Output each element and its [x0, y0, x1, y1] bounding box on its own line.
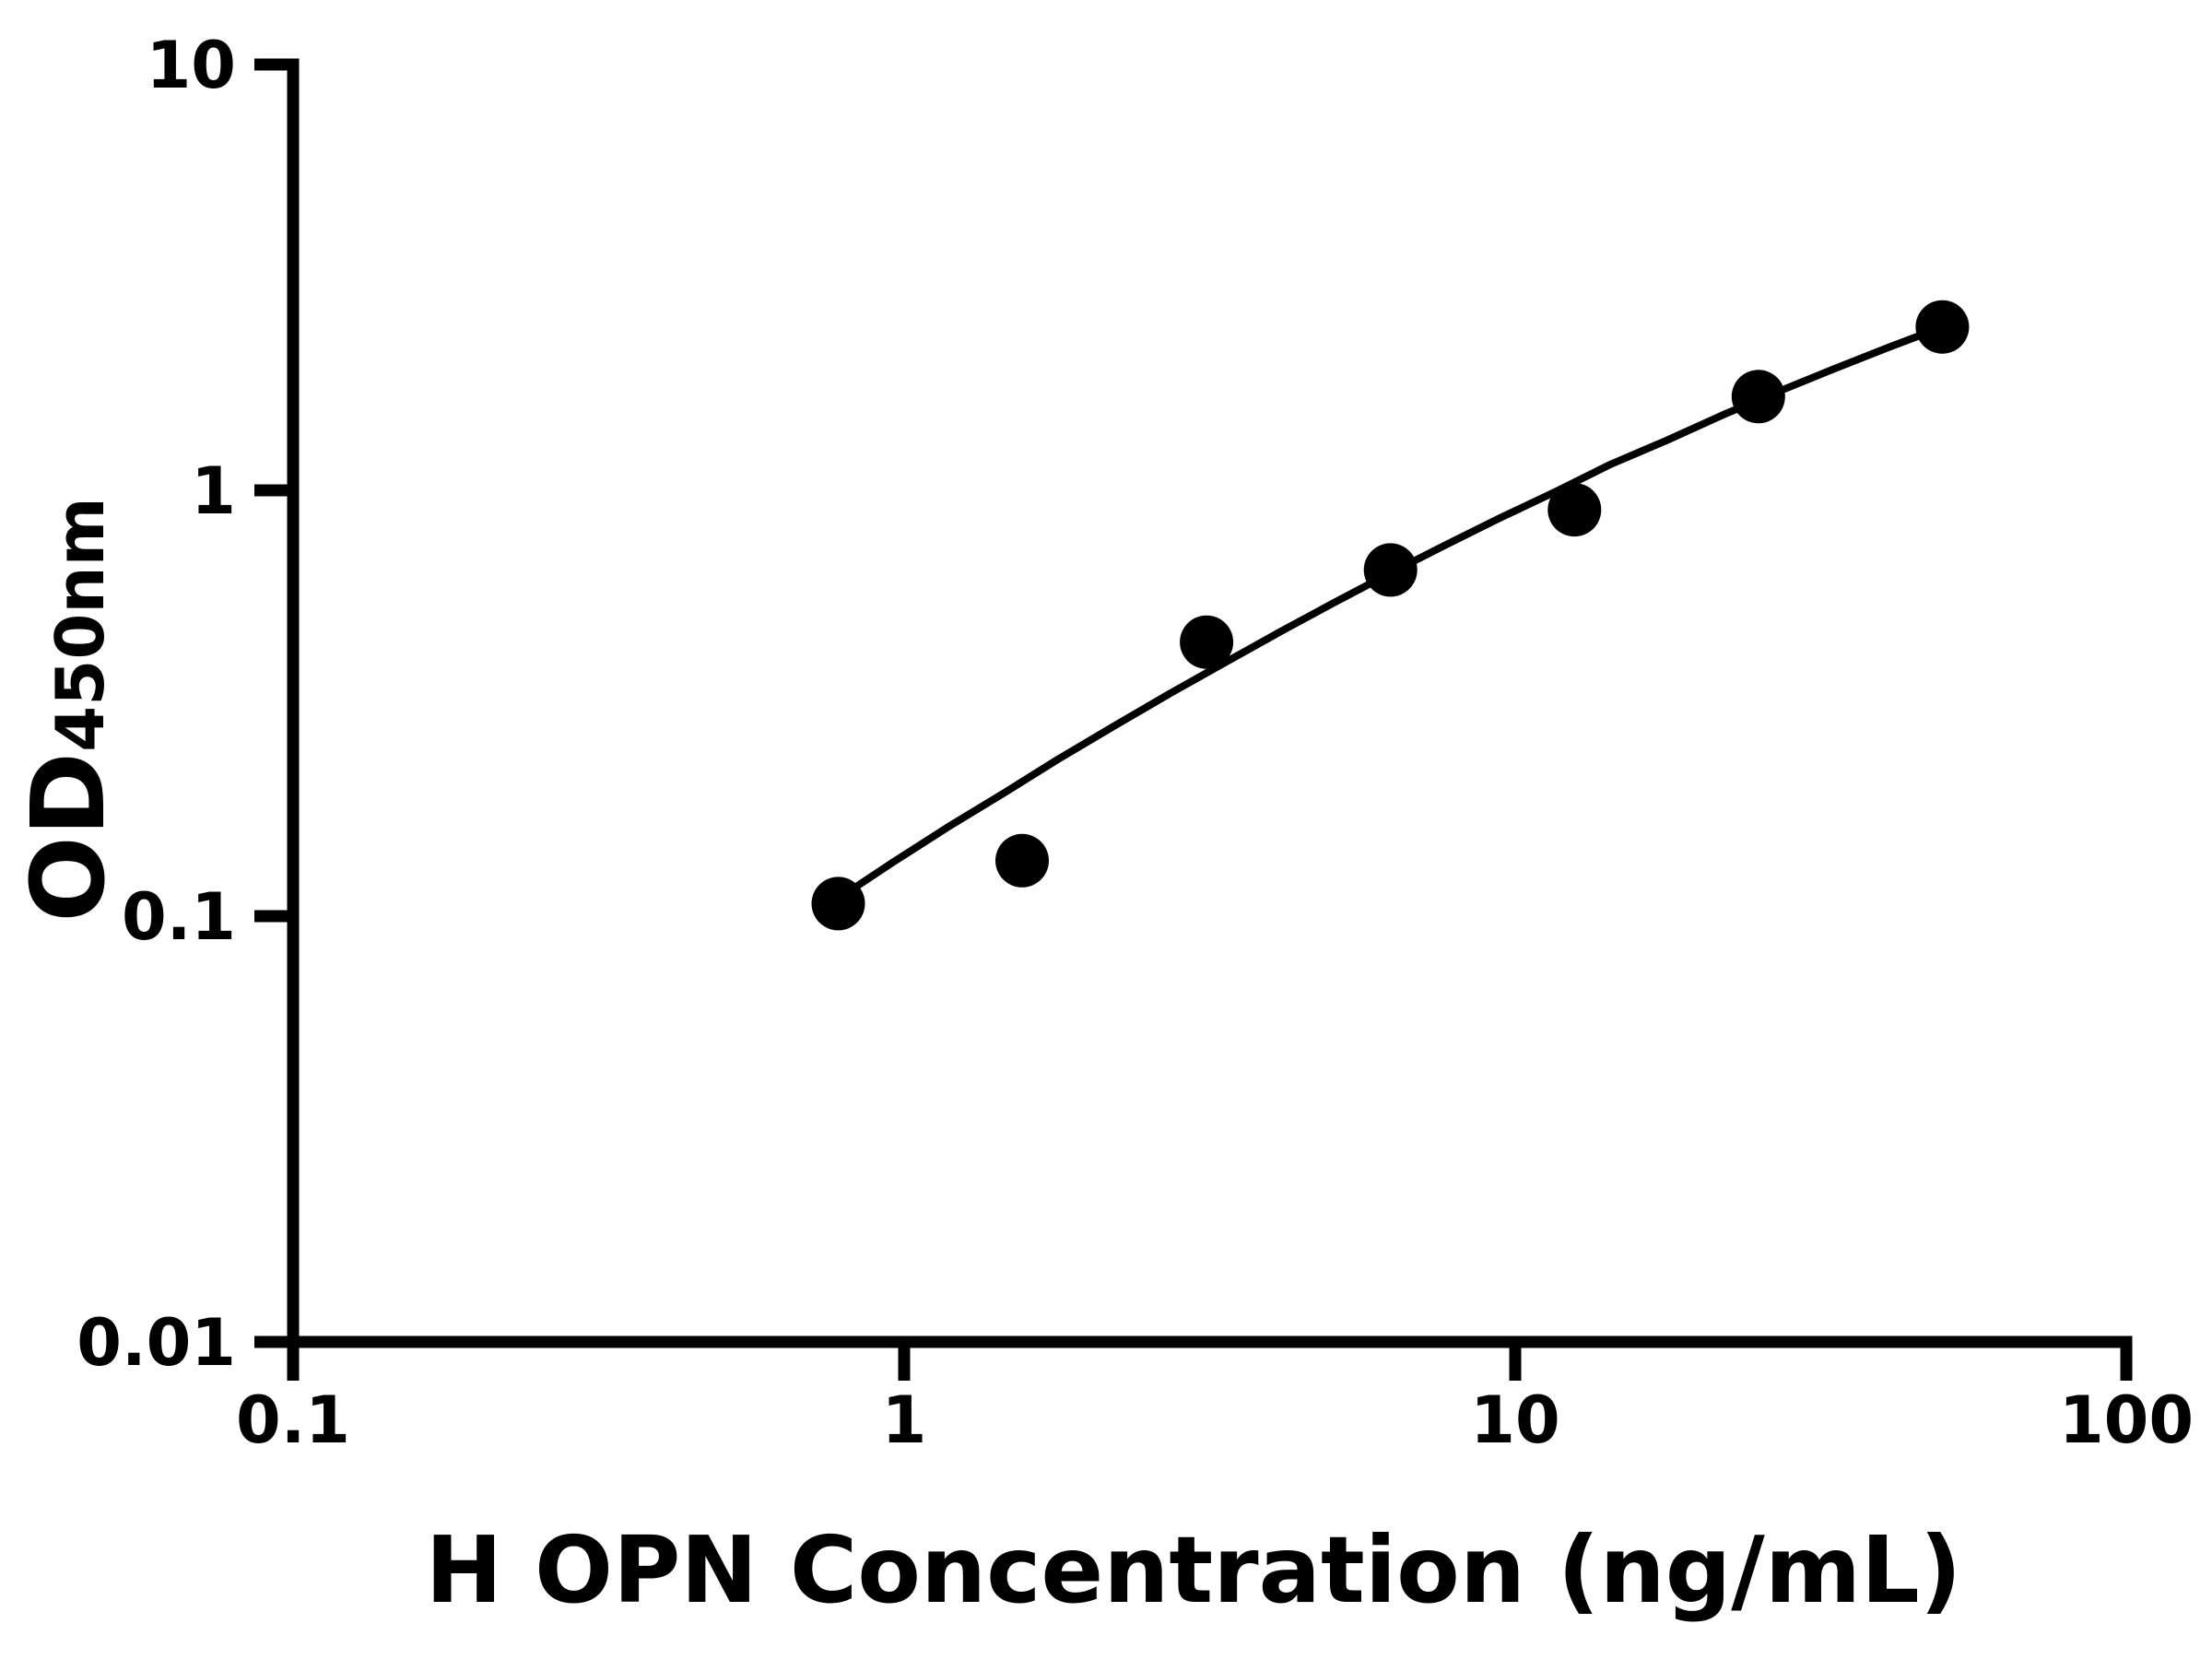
data-point [811, 877, 865, 931]
x-axis-title: H OPN Concentration (ng/mL) [426, 1516, 1962, 1624]
data-point [995, 833, 1049, 888]
y-axis-title-sub: 450nm [41, 497, 119, 752]
x-tick-label: 10 [1470, 1382, 1559, 1458]
x-tick-label: 1 [882, 1382, 927, 1458]
x-tick-label: 0.1 [236, 1382, 350, 1458]
data-point [1731, 370, 1785, 424]
x-tick-label: 100 [2059, 1382, 2194, 1458]
y-tick-label: 10 [147, 28, 236, 103]
x-axis-ticks: 0.1 1 10 100 [236, 1342, 2194, 1458]
y-axis-title-main: OD [9, 752, 127, 923]
data-point [1180, 615, 1234, 669]
data-point [1915, 300, 1970, 354]
y-tick-label: 0.01 [76, 1305, 236, 1381]
axes [287, 58, 2133, 1348]
data-points-group [811, 300, 1970, 931]
y-axis-title: OD450nm [9, 497, 127, 922]
data-point [1363, 543, 1418, 597]
data-point [1547, 483, 1602, 537]
y-tick-label: 1 [191, 453, 236, 529]
y-tick-label: 0.1 [122, 879, 236, 955]
y-axis-ticks: 0.01 0.1 1 10 [76, 28, 293, 1381]
